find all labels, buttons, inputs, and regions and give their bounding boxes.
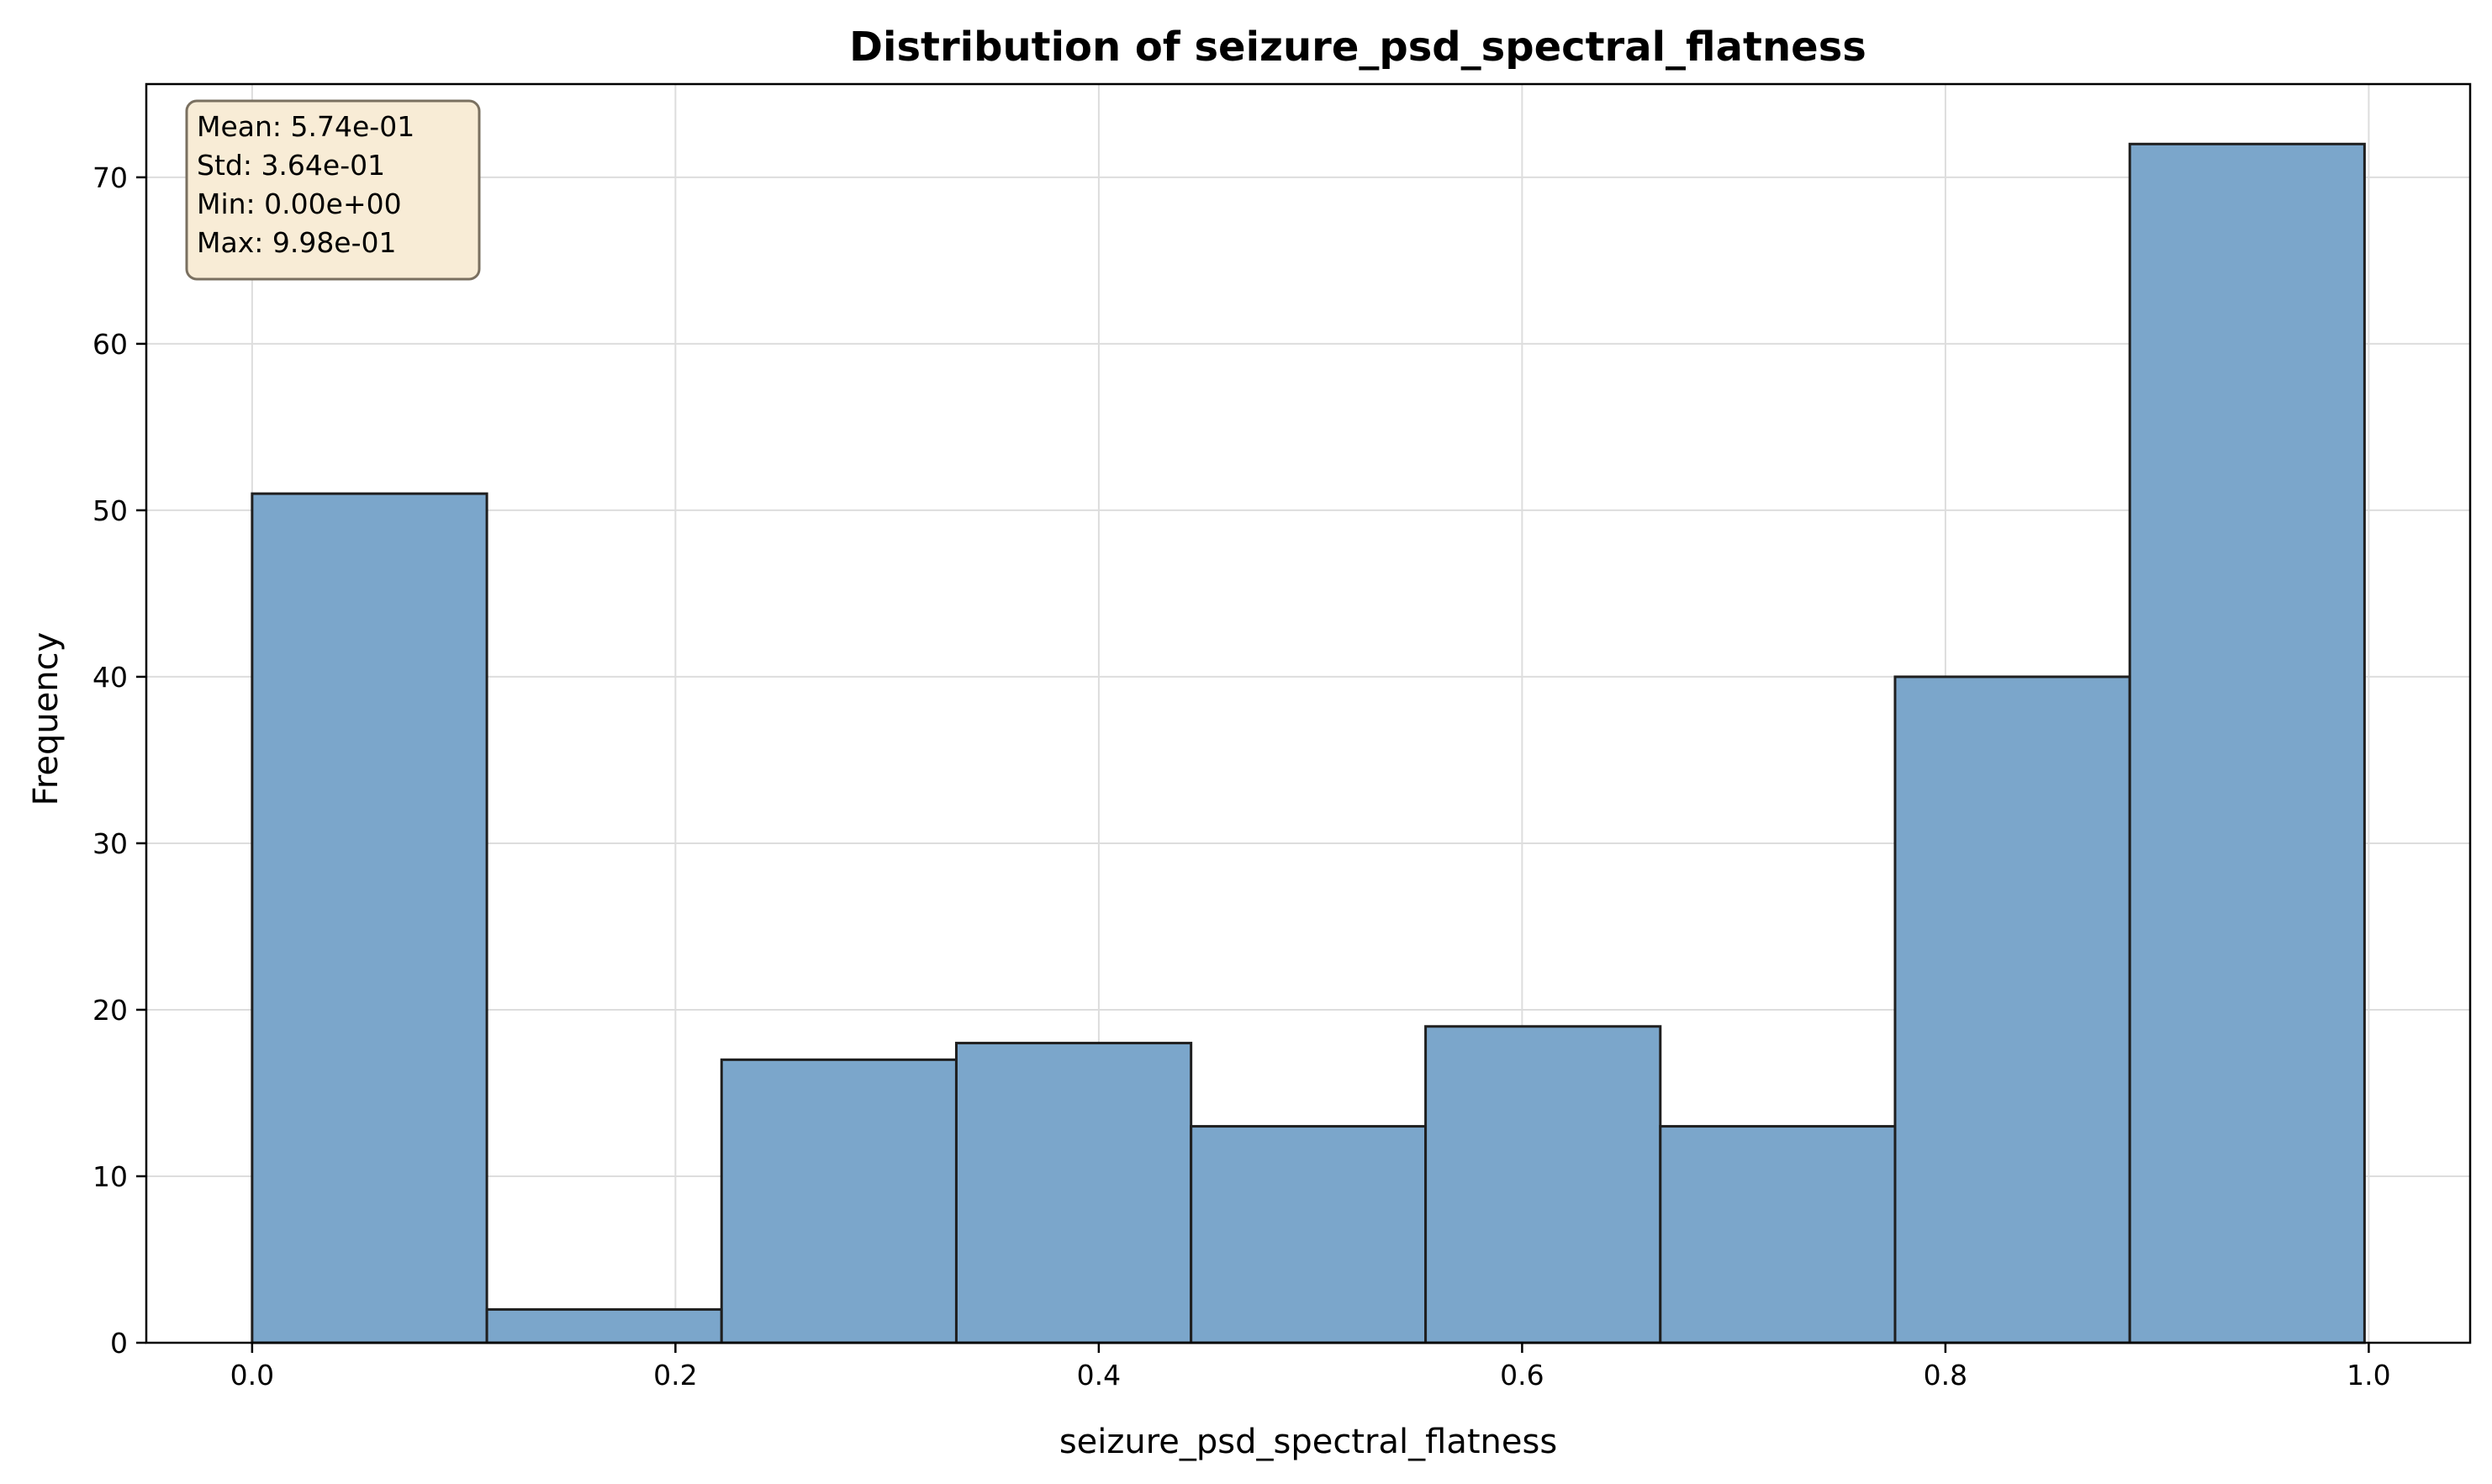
y-tick-label: 20 (92, 994, 128, 1027)
stats-mean: Mean: 5.74e-01 (197, 110, 414, 143)
chart-title: Distribution of seizure_psd_spectral_fla… (849, 24, 1866, 71)
stats-box-background (185, 99, 481, 281)
y-tick-label: 0 (110, 1327, 128, 1360)
histogram-bar (485, 1307, 723, 1344)
histogram-bar (720, 1058, 958, 1344)
stats-max: Max: 9.98e-01 (197, 226, 397, 259)
x-axis-ticks: 0.0 0.2 0.4 0.6 0.8 1.0 (230, 1343, 2391, 1392)
histogram-bars (251, 142, 2366, 1344)
x-tick-label: 0.8 (1924, 1359, 1967, 1392)
x-tick-label: 0.2 (653, 1359, 697, 1392)
x-tick-label: 1.0 (2347, 1359, 2390, 1392)
y-tick-label: 60 (92, 328, 128, 361)
x-tick-label: 0.0 (230, 1359, 274, 1392)
y-tick-label: 50 (92, 494, 128, 527)
plot-frame (145, 82, 2472, 1344)
y-tick-label: 40 (92, 661, 128, 694)
histogram-bar (1424, 1025, 1662, 1344)
histogram-bar (954, 1042, 1193, 1344)
y-axis-label: Frequency (27, 632, 66, 806)
y-axis-ticks: 0 10 20 30 40 50 60 70 (92, 161, 146, 1360)
histogram-bar (251, 492, 488, 1344)
histogram-bar (1659, 1125, 1897, 1344)
x-axis-label: seizure_psd_spectral_flatness (1059, 1423, 1557, 1461)
stats-box: Mean: 5.74e-01 Std: 3.64e-01 Min: 0.00e+… (185, 99, 481, 281)
histogram-bar (2128, 142, 2366, 1344)
y-tick-label: 70 (92, 161, 128, 194)
y-tick-label: 30 (92, 827, 128, 860)
histogram-bar (1190, 1125, 1428, 1344)
x-tick-label: 0.4 (1077, 1359, 1121, 1392)
y-tick-label: 10 (92, 1160, 128, 1193)
stats-min: Min: 0.00e+00 (197, 187, 402, 220)
stats-std: Std: 3.64e-01 (197, 149, 385, 182)
histogram-bar (1893, 675, 2131, 1344)
x-tick-label: 0.6 (1500, 1359, 1544, 1392)
